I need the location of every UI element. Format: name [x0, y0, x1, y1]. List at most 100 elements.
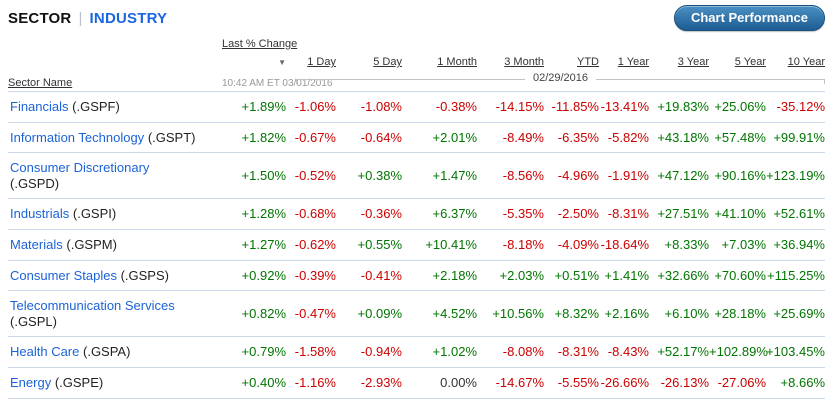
period-return-cell: +4.52%	[402, 290, 477, 337]
period-header-link[interactable]: 3 Year	[677, 56, 709, 68]
quote-timestamp: 10:42 AM ET 03/01/2016	[222, 78, 333, 89]
period-header-link[interactable]: 5 Day	[373, 56, 402, 68]
period-return-cell: +103.45%	[766, 336, 825, 368]
period-column-header: 1 Month	[402, 34, 477, 70]
period-return-cell: +0.51%	[544, 259, 599, 291]
period-return-cell: -8.56%	[477, 152, 544, 199]
period-column-header: YTD	[544, 34, 599, 70]
period-return-cell: +47.12%	[649, 152, 709, 199]
sector-row: Utilities (.GSPU)-0.03%+0.20%-1.04%+3.34…	[8, 397, 825, 403]
sector-row: Consumer Staples (.GSPS) +0.92% -0.39% -0.4…	[8, 259, 825, 291]
period-return-cell: +2.16%	[599, 290, 649, 337]
period-return-cell: +115.25%	[766, 259, 825, 291]
last-pct-change-cell: -0.03%	[222, 397, 286, 403]
sector-link[interactable]: Information Technology	[10, 129, 145, 145]
quote-timestamp-cell: 10:42 AM ET 03/01/2016	[222, 70, 332, 92]
period-header-link[interactable]: YTD	[577, 56, 599, 68]
period-return-cell: -6.35%	[544, 121, 599, 153]
period-return-cell: -8.49%	[477, 121, 544, 153]
period-return-cell: +90.16%	[709, 152, 766, 199]
period-return-cell: -1.91%	[599, 152, 649, 199]
period-return-cell: +28.18%	[709, 290, 766, 337]
sector-link[interactable]: Consumer Staples	[10, 267, 117, 283]
period-return-cell: -1.16%	[286, 366, 336, 399]
sector-name-header[interactable]: Sector Name	[8, 77, 73, 89]
period-return-cell: -4.96%	[544, 152, 599, 199]
period-return-cell: -26.13%	[649, 366, 709, 399]
period-return-cell: -27.06%	[709, 366, 766, 399]
period-return-cell: -0.64%	[336, 121, 402, 153]
period-return-cell: +3.34%	[402, 397, 477, 403]
sector-link[interactable]: Consumer Discretionary	[10, 160, 150, 176]
period-return-cell: -0.68%	[286, 198, 336, 230]
period-return-cell: +52.61%	[766, 198, 825, 230]
sector-link[interactable]: Health Care	[10, 344, 80, 360]
sector-name-cell: Utilities (.GSPU)	[8, 397, 222, 403]
ticker-symbol: (.GSPF)	[72, 99, 120, 114]
chart-performance-button[interactable]: Chart Performance	[673, 5, 825, 31]
period-return-cell: +27.51%	[649, 198, 709, 230]
period-return-cell: -8.18%	[477, 228, 544, 261]
sector-link[interactable]: Industrials	[10, 206, 70, 222]
period-return-cell: +1.41%	[599, 259, 649, 291]
period-header-link[interactable]: 1 Month	[437, 56, 477, 68]
period-header-link[interactable]: 10 Year	[787, 56, 825, 68]
period-return-cell: -11.85%	[544, 91, 599, 123]
bracket-line-left	[296, 79, 525, 84]
sector-column-spacer	[8, 34, 222, 70]
sector-name-cell: Financials (.GSPF)	[8, 91, 222, 123]
period-return-cell: -8.08%	[477, 336, 544, 368]
last-pct-change-header[interactable]: Last % Change	[222, 38, 298, 50]
sector-name-cell: Health Care (.GSPA)	[8, 336, 222, 368]
last-pct-change-cell: +0.79%	[222, 336, 286, 368]
period-return-cell: -4.09%	[544, 228, 599, 261]
bracket-line-right	[596, 79, 825, 84]
last-pct-change-cell: +1.28%	[222, 198, 286, 230]
period-return-cell: -26.66%	[599, 366, 649, 399]
last-pct-change-cell: +0.40%	[222, 366, 286, 399]
sector-name-cell: Energy (.GSPE)	[8, 366, 222, 399]
period-return-cell: +123.19%	[766, 152, 825, 199]
period-return-cell: +19.83%	[649, 91, 709, 123]
period-return-cell: +0.55%	[336, 228, 402, 261]
period-date-bracket-cell: 02/29/2016	[286, 70, 825, 92]
period-header-link[interactable]: 3 Month	[504, 56, 544, 68]
period-header-link[interactable]: 5 Year	[734, 56, 766, 68]
page-header: SECTOR | INDUSTRY Chart Performance	[0, 0, 831, 34]
period-return-cell: -1.06%	[286, 91, 336, 123]
ticker-symbol: (.GSPA)	[83, 344, 131, 360]
sort-descending-icon[interactable]: ▼	[278, 58, 286, 67]
period-header-link[interactable]: 1 Day	[307, 56, 336, 68]
period-return-cell: +10.56%	[477, 290, 544, 337]
tab-sector[interactable]: SECTOR	[8, 10, 72, 27]
period-header-link[interactable]: 1 Year	[617, 56, 649, 68]
sector-link[interactable]: Energy	[10, 374, 52, 390]
ticker-symbol: (.GSPL)	[10, 313, 57, 329]
period-return-cell: +99.91%	[766, 121, 825, 153]
table-body: Financials (.GSPF) +1.89% -1.06% -1.08% -0.3…	[8, 91, 825, 403]
period-return-cell: +0.38%	[336, 152, 402, 199]
sector-link[interactable]: Financials	[10, 99, 69, 114]
last-pct-change-cell: +1.50%	[222, 152, 286, 199]
period-column-header: 5 Day	[336, 34, 402, 70]
tab-industry[interactable]: INDUSTRY	[89, 10, 168, 27]
sector-row: Materials (.GSPM) +1.27% -0.62% +0.55% +10.4…	[8, 228, 825, 261]
period-return-cell: -8.31%	[599, 198, 649, 230]
sort-column-header[interactable]: Last % Change ▼	[222, 34, 297, 70]
period-return-cell: +23.78%	[649, 397, 709, 403]
last-pct-change-cell: +1.27%	[222, 228, 286, 261]
period-return-cell: +25.06%	[709, 91, 766, 123]
period-return-cell: +1.02%	[402, 336, 477, 368]
period-return-cell: -5.55%	[544, 366, 599, 399]
period-return-cell: +8.32%	[544, 290, 599, 337]
sector-link[interactable]: Telecommunication Services	[10, 298, 175, 314]
period-return-cell: +57.48%	[709, 121, 766, 153]
period-return-cell: +42.22%	[766, 397, 825, 403]
ticker-symbol: (.GSPI)	[72, 206, 117, 222]
ticker-symbol: (.GSPT)	[147, 129, 196, 145]
ticker-symbol: (.GSPM)	[66, 236, 117, 252]
period-date-bracket: 02/29/2016	[296, 72, 825, 84]
view-tabs: SECTOR | INDUSTRY	[8, 10, 167, 27]
sector-link[interactable]: Materials	[10, 236, 63, 252]
period-return-cell: -14.67%	[477, 366, 544, 399]
